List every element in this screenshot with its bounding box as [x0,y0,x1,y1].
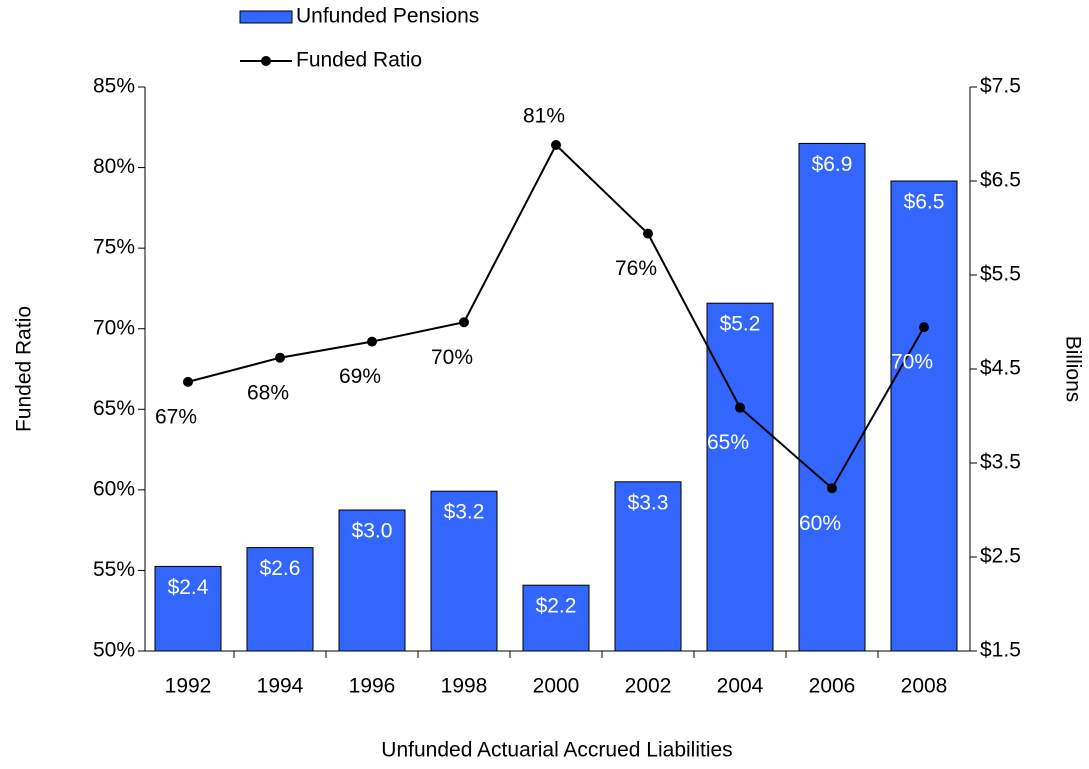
legend-swatch [239,10,293,24]
x-tick-label: 2006 [809,675,856,698]
y2-tick-label: $5.5 [980,263,1021,286]
legend-marker [261,56,271,66]
x-axis-title: Unfunded Actuarial Accrued Liabilities [381,739,732,762]
legend-label: Funded Ratio [296,49,422,72]
bar-value-label: $3.0 [352,520,393,543]
bar-value-label: $6.9 [812,153,853,176]
bar [246,547,314,652]
x-tick-label: 1994 [257,675,304,698]
bar-value-label: $5.2 [720,313,761,336]
y2-tick-label: $3.5 [980,451,1021,474]
line-value-label: 69% [339,365,381,388]
bar [890,180,958,652]
x-tick-label: 1996 [349,675,396,698]
y-tick-label: 75% [93,236,135,259]
x-tick-label: 2004 [717,675,764,698]
y-tick-label: 85% [93,75,135,98]
x-tick-label: 2002 [625,675,672,698]
y2-tick-label: $4.5 [980,357,1021,380]
y-tick-label: 80% [93,155,135,178]
line-point [183,376,193,387]
y-tick-label: 65% [93,397,135,420]
line-value-label: 81% [523,105,565,128]
line-point [919,322,929,333]
y-tick-label: 60% [93,477,135,500]
y2-tick-label: $7.5 [980,75,1021,98]
x-tick-label: 2000 [533,675,580,698]
bar-value-label: $3.3 [628,491,669,514]
y2-tick-label: $1.5 [980,639,1021,662]
bar [706,302,774,652]
bar [430,490,498,652]
bar-value-label: $6.5 [904,191,945,214]
line-point [459,317,469,328]
bar-value-label: $2.6 [260,557,301,580]
line-value-label: 65% [707,431,749,454]
line-value-label: 76% [615,257,657,280]
line-point [551,140,561,151]
line-point [275,352,285,363]
line-value-label: 60% [799,512,841,535]
line-point [367,336,377,347]
line-point [735,402,745,413]
bar [798,142,866,652]
x-tick-label: 2008 [901,675,948,698]
line-point [827,483,837,494]
x-tick-label: 1998 [441,675,488,698]
line-value-label: 68% [247,381,289,404]
y-tick-label: 70% [93,316,135,339]
bar [338,509,406,652]
line-value-label: 70% [431,346,473,369]
bar [154,565,222,652]
bar-value-label: $2.2 [536,595,577,618]
legend-label: Unfunded Pensions [296,5,479,28]
line-value-label: 67% [155,405,197,428]
bar-value-label: $2.4 [168,576,209,599]
bar-value-label: $3.2 [444,501,485,524]
bar [522,584,590,652]
x-tick-label: 1992 [165,675,212,698]
y2-axis-title: Billions [1061,336,1084,403]
y-tick-label: 50% [93,639,135,662]
y-axis-title: Funded Ratio [13,306,36,432]
line-point [643,228,653,239]
y-tick-label: 55% [93,558,135,581]
y2-tick-label: $2.5 [980,545,1021,568]
bar [614,481,682,652]
y2-tick-label: $6.5 [980,169,1021,192]
line-value-label: 70% [891,351,933,374]
